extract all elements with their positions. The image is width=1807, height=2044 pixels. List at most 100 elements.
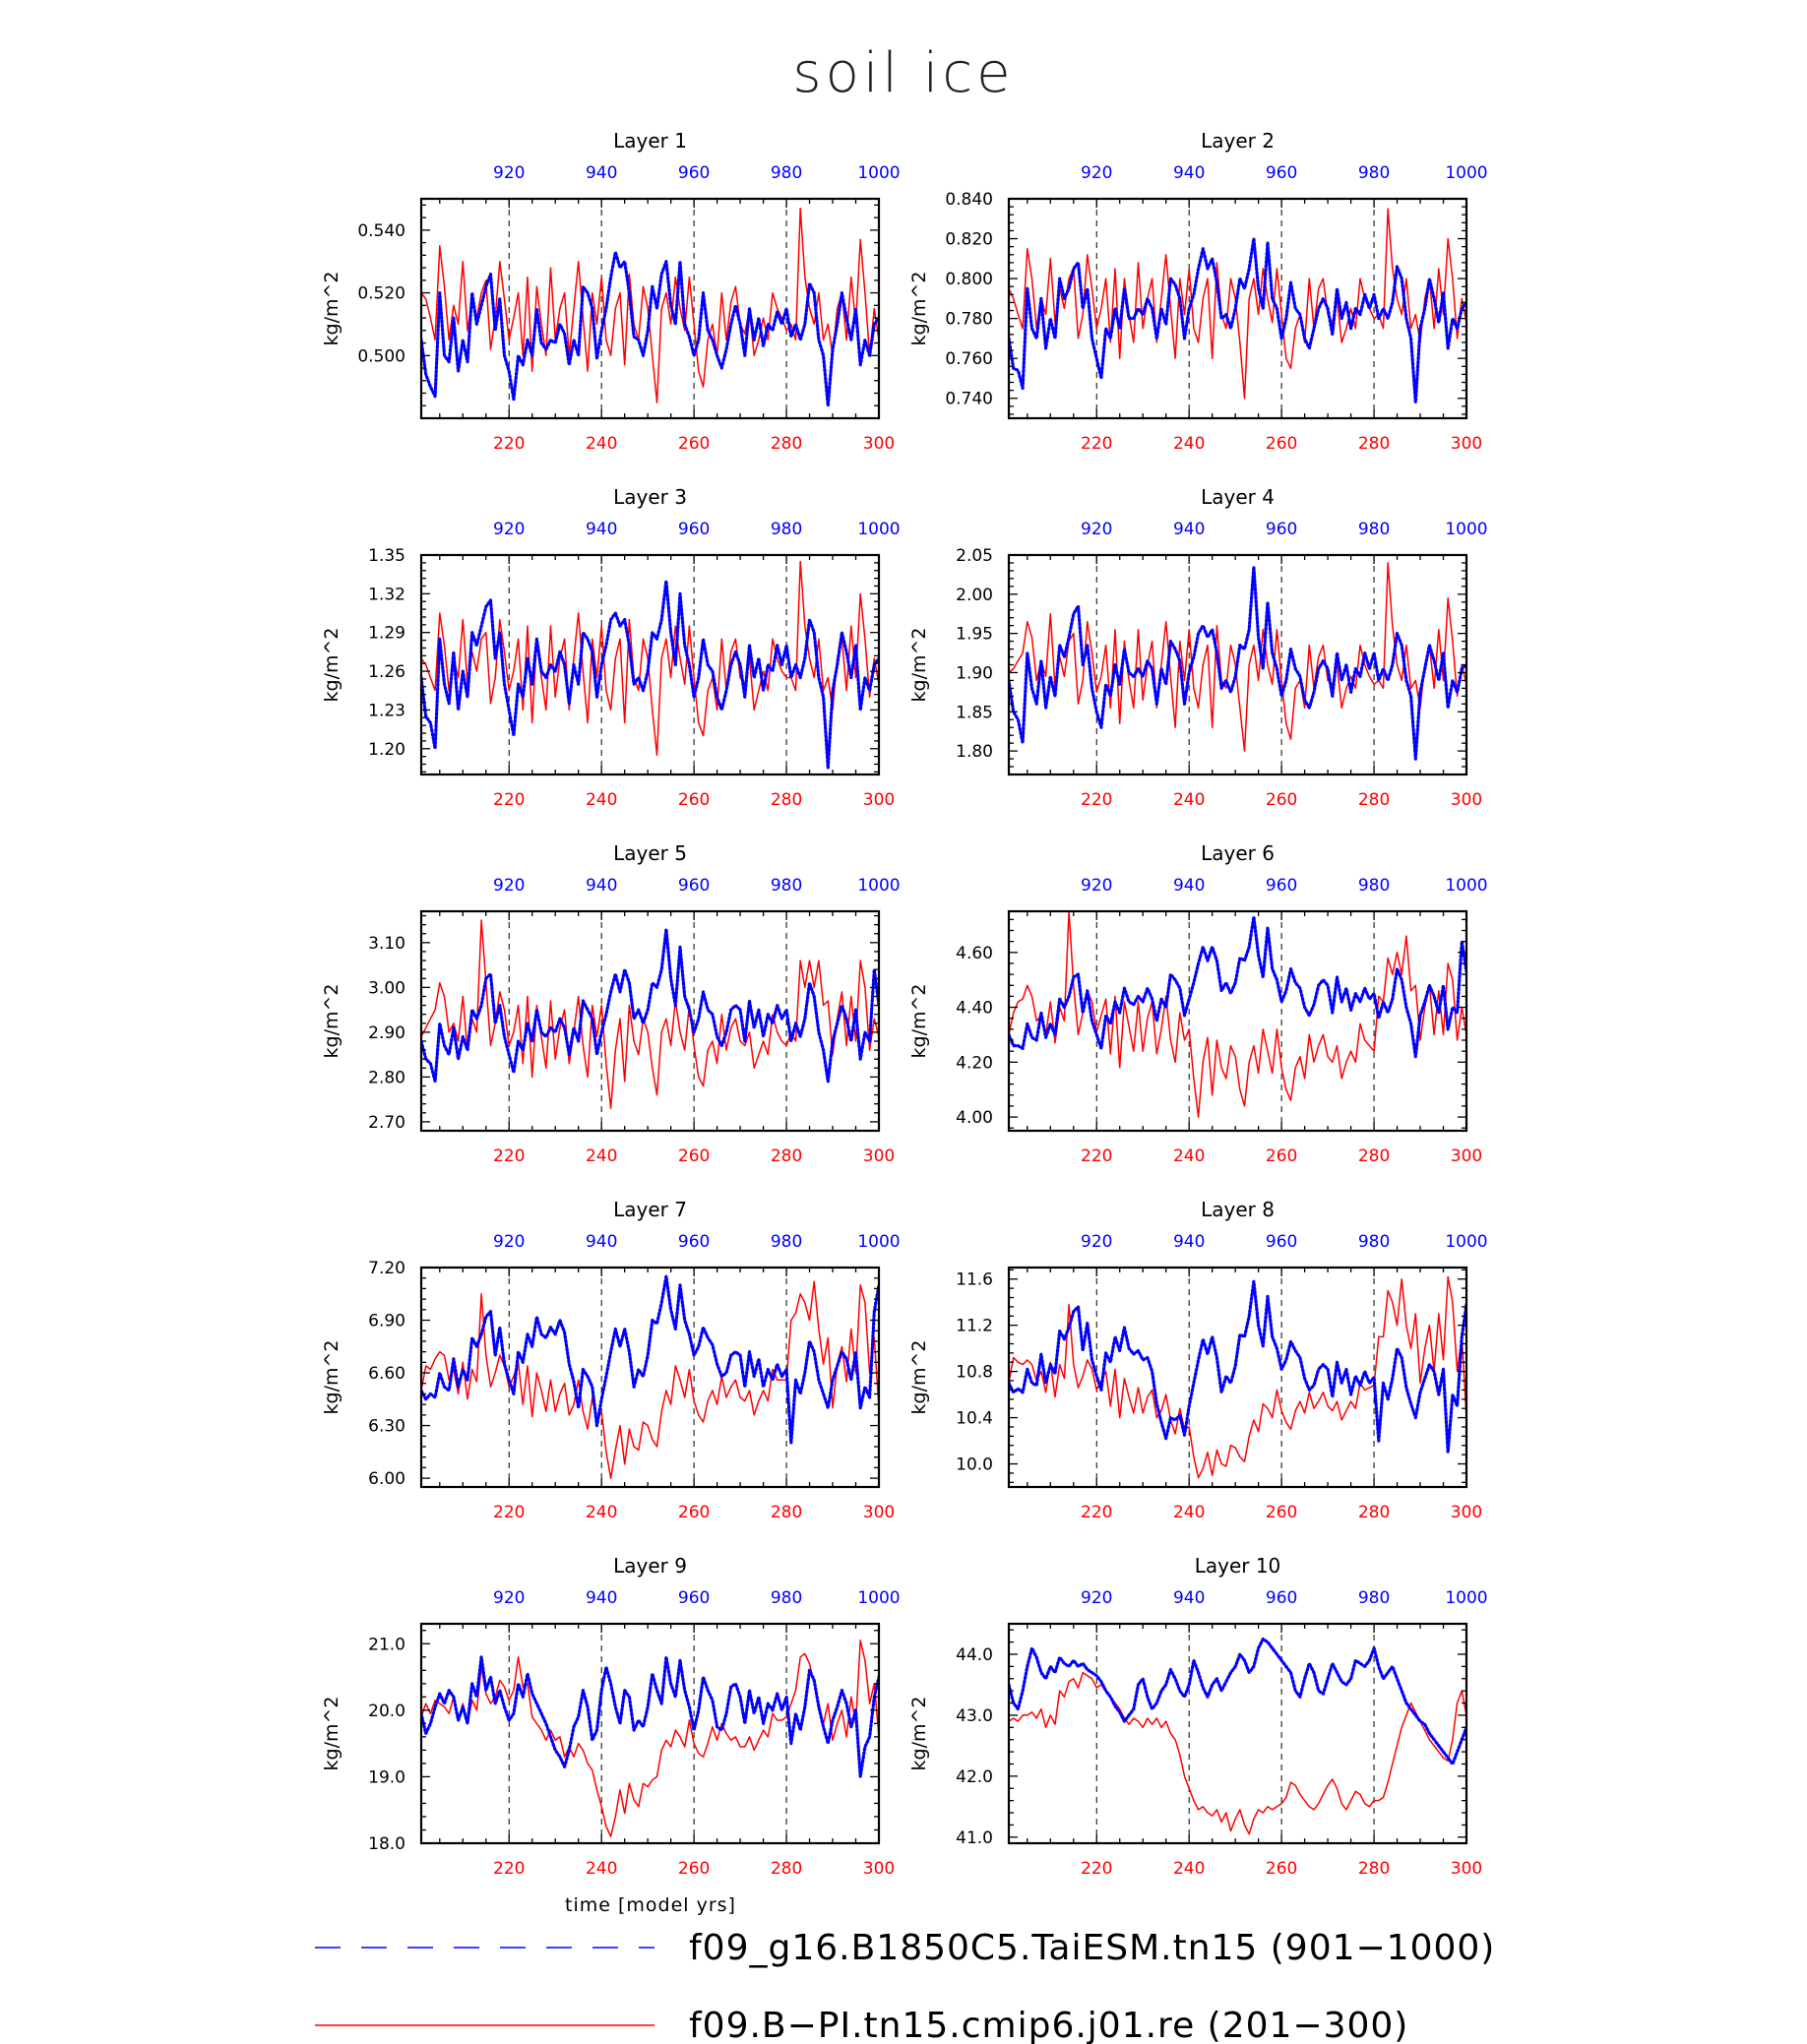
panel-title: Layer 4 <box>1201 485 1275 509</box>
y-tick-label: 10.8 <box>956 1363 993 1383</box>
x-top-tick-label: 940 <box>586 163 617 183</box>
plot-frame <box>419 197 881 420</box>
x-top-tick-label: 940 <box>1173 1588 1205 1608</box>
figure-title: soil ice <box>792 41 1014 105</box>
x-tick-label: 240 <box>1173 1146 1205 1166</box>
series-group <box>1009 1637 1466 1835</box>
x-tick-label: 260 <box>678 434 710 454</box>
panel-title: Layer 8 <box>1201 1198 1275 1221</box>
x-top-tick-label: 940 <box>586 520 617 539</box>
x-top-tick-label: 940 <box>1173 876 1205 896</box>
y-tick-label: 3.10 <box>368 934 405 954</box>
y-tick-label: 2.05 <box>956 546 993 566</box>
x-top-tick-label: 920 <box>493 1232 525 1252</box>
x-tick-label: 280 <box>1358 1146 1390 1166</box>
y-tick-label: 10.4 <box>956 1409 993 1429</box>
y-tick-label: 1.80 <box>956 742 993 762</box>
series-line-blue <box>421 250 879 407</box>
series-line-blue <box>1009 1637 1466 1766</box>
x-tick-label: 220 <box>1081 790 1112 810</box>
series-line-red <box>1009 208 1466 400</box>
x-tick-label: 220 <box>493 1859 525 1879</box>
x-top-tick-label: 980 <box>771 163 802 183</box>
x-top-tick-label: 920 <box>493 1588 525 1608</box>
x-top-tick-label: 960 <box>678 1588 710 1608</box>
series-line-blue <box>421 927 879 1084</box>
x-tick-label: 220 <box>1081 1146 1112 1166</box>
x-tick-label: 220 <box>493 1146 525 1166</box>
y-tick-label: 1.85 <box>956 703 993 722</box>
series-group <box>421 919 879 1109</box>
series-line-red <box>421 207 879 403</box>
panel-6: Layer 6 220 240 260 280 300 920 940 960 980 1000 4.… <box>908 841 1488 1166</box>
series-line-blue <box>421 1274 879 1446</box>
y-tick-label: 4.40 <box>956 999 993 1019</box>
y-tick-label: 19.0 <box>368 1767 405 1787</box>
x-top-tick-label: 980 <box>771 876 802 896</box>
x-top-tick-label: 1000 <box>1445 876 1487 896</box>
y-tick-label: 6.60 <box>368 1364 405 1384</box>
panel-3: Layer 3 220 240 260 280 300 920 940 960 980 1000 1.… <box>321 485 901 810</box>
series-line-red <box>1009 1671 1466 1835</box>
y-axis-label: kg/m^2 <box>321 984 343 1059</box>
y-tick-label: 4.60 <box>956 944 993 963</box>
y-tick-label: 2.80 <box>368 1068 405 1087</box>
x-tick-label: 280 <box>771 1859 802 1879</box>
x-tick-label: 260 <box>678 790 710 810</box>
x-top-tick-label: 960 <box>1266 1232 1297 1252</box>
y-tick-label: 6.90 <box>368 1312 405 1332</box>
y-tick-label: 6.30 <box>368 1417 405 1437</box>
y-tick-label: 0.780 <box>945 310 993 330</box>
plot-frame <box>419 1266 881 1489</box>
y-tick-label: 1.23 <box>368 701 405 720</box>
y-axis-label: kg/m^2 <box>908 984 930 1059</box>
x-tick-label: 300 <box>863 1859 895 1879</box>
series-group <box>1009 1275 1466 1479</box>
x-top-tick-label: 940 <box>1173 520 1205 539</box>
x-top-tick-label: 960 <box>678 163 710 183</box>
x-tick-label: 300 <box>1451 1503 1482 1522</box>
x-top-tick-label: 960 <box>1266 163 1297 183</box>
series-group <box>421 560 879 771</box>
panel-title: Layer 2 <box>1201 129 1275 153</box>
series-line-blue <box>1009 236 1466 404</box>
panels-container: Layer 1 220 240 260 280 300 920 940 960 980 1000 0.… <box>321 129 1488 1879</box>
y-tick-label: 18.0 <box>368 1834 405 1854</box>
y-tick-label: 0.500 <box>357 346 405 366</box>
x-top-tick-label: 980 <box>771 1588 802 1608</box>
y-tick-label: 2.70 <box>368 1113 405 1133</box>
y-tick-label: 2.90 <box>368 1023 405 1043</box>
x-top-tick-label: 960 <box>1266 520 1297 539</box>
y-tick-label: 0.540 <box>357 221 405 241</box>
legend-label-red: f09.B−PI.tn15.cmip6.j01.re (201−300) <box>689 2006 1408 2044</box>
x-top-tick-label: 1000 <box>1445 1588 1487 1608</box>
y-tick-label: 42.0 <box>956 1767 993 1787</box>
y-tick-label: 11.6 <box>956 1270 993 1290</box>
x-top-tick-label: 960 <box>678 876 710 896</box>
x-tick-label: 280 <box>1358 1859 1390 1879</box>
series-group <box>421 1640 879 1837</box>
x-tick-label: 280 <box>771 434 802 454</box>
series-line-red <box>421 1280 879 1479</box>
x-tick-label: 260 <box>1266 1859 1297 1879</box>
series-group <box>1009 562 1466 761</box>
x-top-tick-label: 920 <box>493 876 525 896</box>
y-tick-label: 21.0 <box>368 1635 405 1654</box>
series-line-red <box>1009 911 1466 1118</box>
y-tick-label: 11.2 <box>956 1317 993 1336</box>
plot-frame <box>1007 197 1468 420</box>
y-tick-label: 1.32 <box>368 585 405 604</box>
x-tick-label: 240 <box>1173 1503 1205 1522</box>
x-tick-label: 240 <box>586 1859 617 1879</box>
x-top-tick-label: 1000 <box>857 520 900 539</box>
x-top-tick-label: 1000 <box>1445 1232 1487 1252</box>
panel-4: Layer 4 220 240 260 280 300 920 940 960 980 1000 1.… <box>908 485 1488 810</box>
series-line-red <box>1009 1275 1466 1479</box>
plot-frame <box>1007 909 1468 1133</box>
series-line-blue <box>421 1655 879 1779</box>
x-top-tick-label: 980 <box>1358 876 1390 896</box>
y-tick-label: 0.760 <box>945 349 993 369</box>
x-tick-label: 260 <box>678 1146 710 1166</box>
x-top-tick-label: 980 <box>1358 520 1390 539</box>
x-tick-label: 240 <box>586 434 617 454</box>
